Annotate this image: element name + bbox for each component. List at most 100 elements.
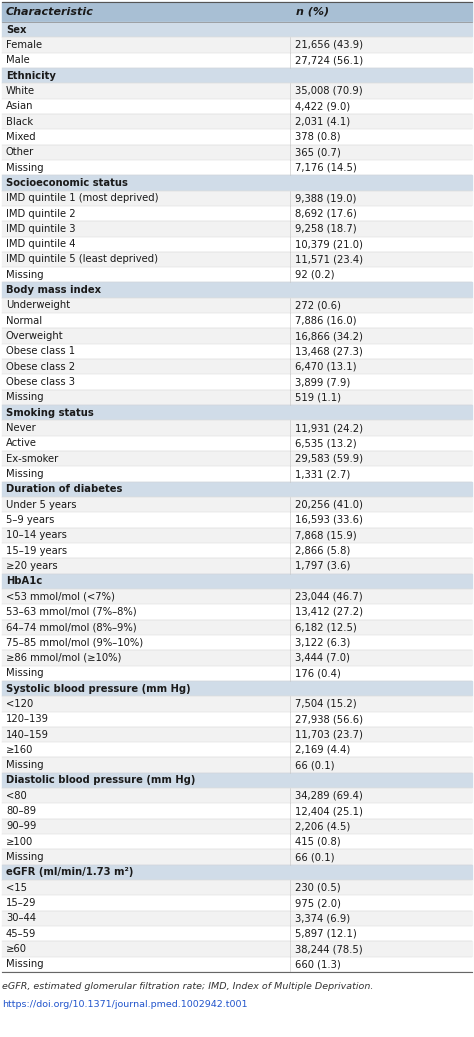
Text: 2,031 (4.1): 2,031 (4.1) [295, 116, 350, 127]
Text: Missing: Missing [6, 852, 44, 862]
Bar [2, 834, 472, 849]
Text: 1,797 (3.6): 1,797 (3.6) [295, 561, 350, 571]
Text: 1,331 (2.7): 1,331 (2.7) [295, 469, 350, 479]
Text: 4,422 (9.0): 4,422 (9.0) [295, 102, 350, 111]
Bar [2, 451, 472, 467]
Text: 13,412 (27.2): 13,412 (27.2) [295, 607, 363, 617]
Text: White: White [6, 86, 35, 96]
Text: 16,866 (34.2): 16,866 (34.2) [295, 331, 363, 341]
Bar [2, 558, 472, 573]
Text: 45–59: 45–59 [6, 929, 36, 938]
Bar [2, 942, 472, 957]
Text: 9,258 (18.7): 9,258 (18.7) [295, 224, 356, 234]
Text: eGFR, estimated glomerular filtration rate; IMD, Index of Multiple Deprivation.: eGFR, estimated glomerular filtration ra… [2, 982, 374, 991]
Text: 92 (0.2): 92 (0.2) [295, 270, 335, 280]
Text: Under 5 years: Under 5 years [6, 500, 76, 509]
Text: 66 (0.1): 66 (0.1) [295, 852, 335, 862]
Text: 11,931 (24.2): 11,931 (24.2) [295, 423, 363, 433]
Text: 3,122 (6.3): 3,122 (6.3) [295, 638, 350, 647]
Bar [2, 727, 472, 742]
Bar [2, 160, 472, 175]
Bar [2, 957, 472, 972]
Bar [2, 849, 472, 865]
Text: Male: Male [6, 55, 30, 65]
Text: Missing: Missing [6, 392, 44, 402]
Text: 7,504 (15.2): 7,504 (15.2) [295, 699, 356, 709]
Bar [2, 114, 472, 130]
Text: n (%): n (%) [296, 7, 329, 17]
Text: ≥60: ≥60 [6, 944, 27, 954]
Text: Other: Other [6, 147, 34, 158]
Bar [2, 313, 472, 329]
Text: 34,289 (69.4): 34,289 (69.4) [295, 791, 363, 801]
Bar [2, 773, 472, 788]
Bar [2, 696, 472, 711]
Text: 120–139: 120–139 [6, 714, 49, 724]
Text: Sex: Sex [6, 25, 27, 34]
Text: Missing: Missing [6, 469, 44, 479]
Bar [2, 268, 472, 282]
Bar [2, 144, 472, 160]
Text: 64–74 mmol/mol (8%–9%): 64–74 mmol/mol (8%–9%) [6, 622, 137, 633]
Bar [2, 467, 472, 481]
Text: 75–85 mmol/mol (9%–10%): 75–85 mmol/mol (9%–10%) [6, 638, 143, 647]
Text: Characteristic: Characteristic [6, 7, 94, 17]
Bar [2, 910, 472, 926]
Text: 66 (0.1): 66 (0.1) [295, 760, 335, 770]
Text: <53 mmol/mol (<7%): <53 mmol/mol (<7%) [6, 591, 115, 601]
Text: 7,176 (14.5): 7,176 (14.5) [295, 163, 357, 172]
Bar [2, 497, 472, 512]
Text: 3,444 (7.0): 3,444 (7.0) [295, 653, 350, 663]
Text: 519 (1.1): 519 (1.1) [295, 392, 341, 402]
Text: ≥20 years: ≥20 years [6, 561, 58, 571]
Bar [2, 420, 472, 436]
Text: 12,404 (25.1): 12,404 (25.1) [295, 806, 363, 816]
Bar [2, 711, 472, 727]
Text: 21,656 (43.9): 21,656 (43.9) [295, 40, 363, 50]
Text: 11,571 (23.4): 11,571 (23.4) [295, 254, 363, 264]
Text: Socioeconomic status: Socioeconomic status [6, 178, 128, 188]
Bar [2, 481, 472, 497]
Bar [2, 681, 472, 696]
Text: 10,379 (21.0): 10,379 (21.0) [295, 240, 363, 249]
Text: IMD quintile 2: IMD quintile 2 [6, 208, 76, 219]
Text: 176 (0.4): 176 (0.4) [295, 668, 341, 678]
Text: 365 (0.7): 365 (0.7) [295, 147, 341, 158]
Text: Missing: Missing [6, 668, 44, 678]
Bar [2, 512, 472, 528]
Text: Duration of diabetes: Duration of diabetes [6, 484, 122, 495]
Text: 90–99: 90–99 [6, 821, 36, 832]
Text: Overweight: Overweight [6, 331, 64, 341]
Text: 53–63 mmol/mol (7%–8%): 53–63 mmol/mol (7%–8%) [6, 607, 137, 617]
Bar [2, 635, 472, 650]
Text: Underweight: Underweight [6, 301, 70, 310]
Text: https://doi.org/10.1371/journal.pmed.1002942.t001: https://doi.org/10.1371/journal.pmed.100… [2, 1000, 247, 1009]
Bar [2, 236, 472, 252]
Text: 13,468 (27.3): 13,468 (27.3) [295, 346, 363, 357]
Text: ≥86 mmol/mol (≥10%): ≥86 mmol/mol (≥10%) [6, 653, 121, 663]
Text: 7,886 (16.0): 7,886 (16.0) [295, 316, 356, 326]
Bar [2, 650, 472, 666]
Text: 3,899 (7.9): 3,899 (7.9) [295, 377, 350, 387]
Text: Black: Black [6, 116, 33, 127]
Text: Ethnicity: Ethnicity [6, 71, 56, 81]
Text: IMD quintile 3: IMD quintile 3 [6, 224, 75, 234]
Text: 35,008 (70.9): 35,008 (70.9) [295, 86, 363, 96]
Bar [2, 573, 472, 589]
Text: Normal: Normal [6, 316, 42, 326]
Text: 29,583 (59.9): 29,583 (59.9) [295, 454, 363, 464]
Text: 20,256 (41.0): 20,256 (41.0) [295, 500, 363, 509]
Text: 660 (1.3): 660 (1.3) [295, 959, 341, 970]
Text: 6,535 (13.2): 6,535 (13.2) [295, 439, 356, 448]
Text: 140–159: 140–159 [6, 729, 49, 739]
Text: Diastolic blood pressure (mm Hg): Diastolic blood pressure (mm Hg) [6, 776, 195, 785]
Bar [2, 926, 472, 942]
Text: Female: Female [6, 40, 42, 50]
Text: 975 (2.0): 975 (2.0) [295, 898, 341, 908]
Bar [2, 374, 472, 390]
Text: ≥100: ≥100 [6, 837, 33, 847]
Text: 2,206 (4.5): 2,206 (4.5) [295, 821, 350, 832]
Bar [2, 436, 472, 451]
Text: ≥160: ≥160 [6, 745, 33, 755]
Bar [2, 880, 472, 895]
